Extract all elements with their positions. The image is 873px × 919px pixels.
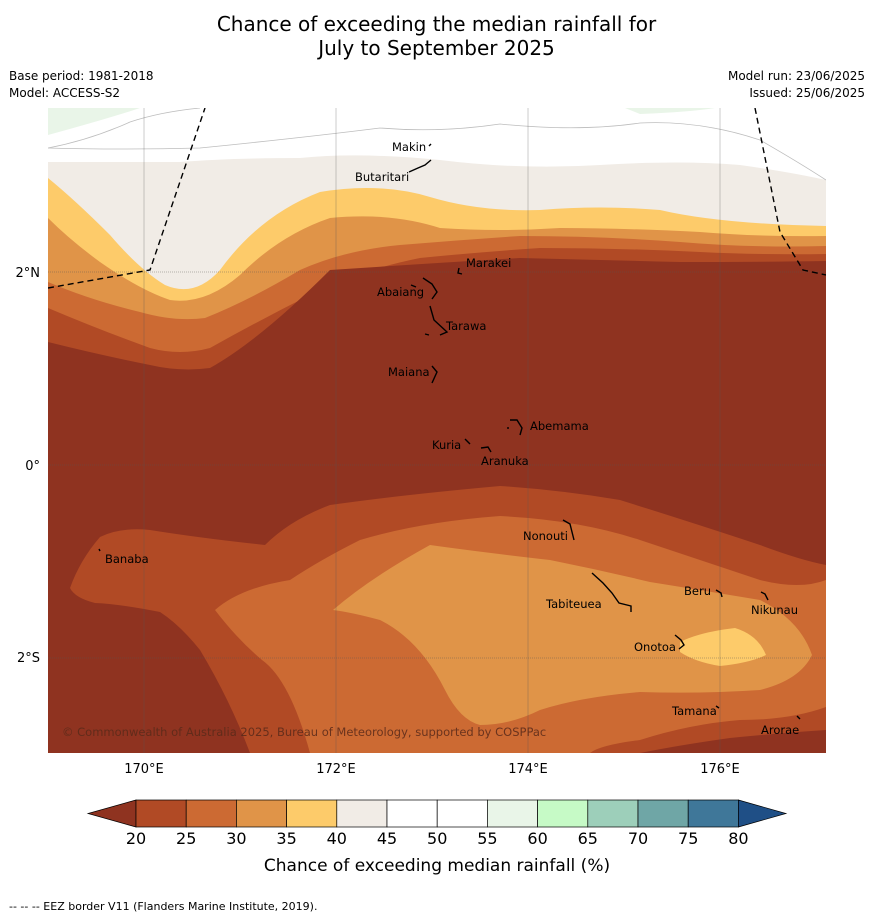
colorbar-segment bbox=[135, 799, 187, 828]
colorbar-tick-label: 75 bbox=[678, 829, 698, 848]
title-line-1: Chance of exceeding the median rainfall … bbox=[216, 12, 657, 36]
colorbar-segment bbox=[537, 799, 589, 828]
lon-label-170E: 170°E bbox=[124, 762, 164, 777]
issued-text: Issued: 25/06/2025 bbox=[749, 86, 865, 100]
zone-30-35-south bbox=[333, 545, 812, 725]
colorbar-over-arrow bbox=[738, 799, 788, 828]
island-label: Nonouti bbox=[523, 529, 568, 543]
colorbar-tick-label: 20 bbox=[126, 829, 146, 848]
colorbar-tick-label: 45 bbox=[377, 829, 397, 848]
footnote: -- -- -- EEZ border V11 (Flanders Marine… bbox=[9, 900, 318, 913]
colorbar-segment bbox=[185, 799, 237, 828]
copyright-text: © Commonwealth of Australia 2025, Bureau… bbox=[62, 725, 546, 739]
colorbar-tick-label: 60 bbox=[527, 829, 547, 848]
colorbar-segment bbox=[487, 799, 538, 828]
title-line-2: July to September 2025 bbox=[318, 36, 555, 60]
colorbar-under-arrow bbox=[86, 799, 137, 828]
colorbar: 20 25 30 35 40 45 50 55 60 65 70 75 80 bbox=[86, 799, 788, 848]
colorbar-segment bbox=[587, 799, 639, 828]
contour-line-2 bbox=[48, 122, 826, 181]
meta-left: Base period: 1981-2018 Model: ACCESS-S2 bbox=[9, 68, 154, 102]
map-title: Chance of exceeding the median rainfall … bbox=[0, 12, 873, 60]
contour-line-1 bbox=[48, 108, 201, 149]
colorbar-tick-label: 70 bbox=[628, 829, 648, 848]
colorbar-tick-label: 55 bbox=[477, 829, 497, 848]
lat-label-0: 0° bbox=[25, 459, 40, 474]
lon-label-172E: 172°E bbox=[316, 762, 356, 777]
axis-labels: 2°N 0° 2°S 170°E 172°E 174°E 176°E bbox=[16, 266, 740, 777]
model-text: Model: ACCESS-S2 bbox=[9, 86, 121, 100]
island-label: Marakei bbox=[466, 256, 511, 270]
island-label: Banaba bbox=[105, 552, 149, 566]
island-label: Maiana bbox=[388, 365, 430, 379]
island-label: Abaiang bbox=[377, 285, 424, 299]
lat-label-2N: 2°N bbox=[16, 266, 41, 281]
colorbar-segment bbox=[637, 799, 689, 828]
zone-55-60-west bbox=[48, 108, 140, 135]
island-label: Onotoa bbox=[634, 640, 676, 654]
meta-right: Model run: 23/06/2025 Issued: 25/06/2025 bbox=[728, 68, 865, 102]
colorbar-tick-label: 50 bbox=[427, 829, 447, 848]
island-label: Butaritari bbox=[355, 170, 409, 184]
colorbar-tick-label: 80 bbox=[728, 829, 748, 848]
lat-gridlines bbox=[48, 271, 826, 659]
base-period-text: Base period: 1981-2018 bbox=[9, 69, 154, 83]
island-label: Tabiteuea bbox=[545, 597, 602, 611]
island-label: Arorae bbox=[761, 723, 799, 737]
island-label: Nikunau bbox=[751, 603, 798, 617]
island-label: Kuria bbox=[432, 438, 461, 452]
colorbar-segment bbox=[436, 799, 488, 828]
colorbar-tick-label: 30 bbox=[226, 829, 246, 848]
island-shapes bbox=[98, 143, 801, 720]
colorbar-label: Chance of exceeding median rainfall (%) bbox=[264, 856, 610, 876]
zone-55-60-north bbox=[625, 108, 715, 114]
zone-below-20-southeast bbox=[640, 730, 826, 753]
lat-label-2S: 2°S bbox=[17, 651, 40, 666]
island-label: Aranuka bbox=[481, 454, 529, 468]
colorbar-tick-label: 40 bbox=[327, 829, 347, 848]
colorbar-segment bbox=[236, 799, 287, 828]
island-label: Beru bbox=[684, 584, 711, 598]
lon-label-176E: 176°E bbox=[700, 762, 740, 777]
colorbar-segment bbox=[286, 799, 338, 828]
island-labels: Makin Butaritari Marakei Abaiang Tarawa … bbox=[105, 140, 799, 737]
island-label: Abemama bbox=[530, 419, 589, 433]
colorbar-tick-label: 65 bbox=[578, 829, 598, 848]
eez-border bbox=[48, 108, 826, 289]
map-area: Makin Butaritari Marakei Abaiang Tarawa … bbox=[48, 108, 826, 753]
colorbar-segment bbox=[687, 799, 739, 828]
colorbar-tick-label: 25 bbox=[176, 829, 196, 848]
colorbar-tick-label: 35 bbox=[276, 829, 296, 848]
colorbar-segment bbox=[386, 799, 438, 828]
island-label: Tarawa bbox=[445, 319, 486, 333]
lon-label-174E: 174°E bbox=[508, 762, 548, 777]
gridlines bbox=[143, 108, 721, 753]
zone-35-40-south bbox=[680, 628, 766, 666]
colorbar-segment bbox=[336, 799, 388, 828]
island-label: Makin bbox=[392, 140, 426, 154]
island-label: Tamana bbox=[671, 704, 717, 718]
model-run-text: Model run: 23/06/2025 bbox=[727, 69, 865, 83]
